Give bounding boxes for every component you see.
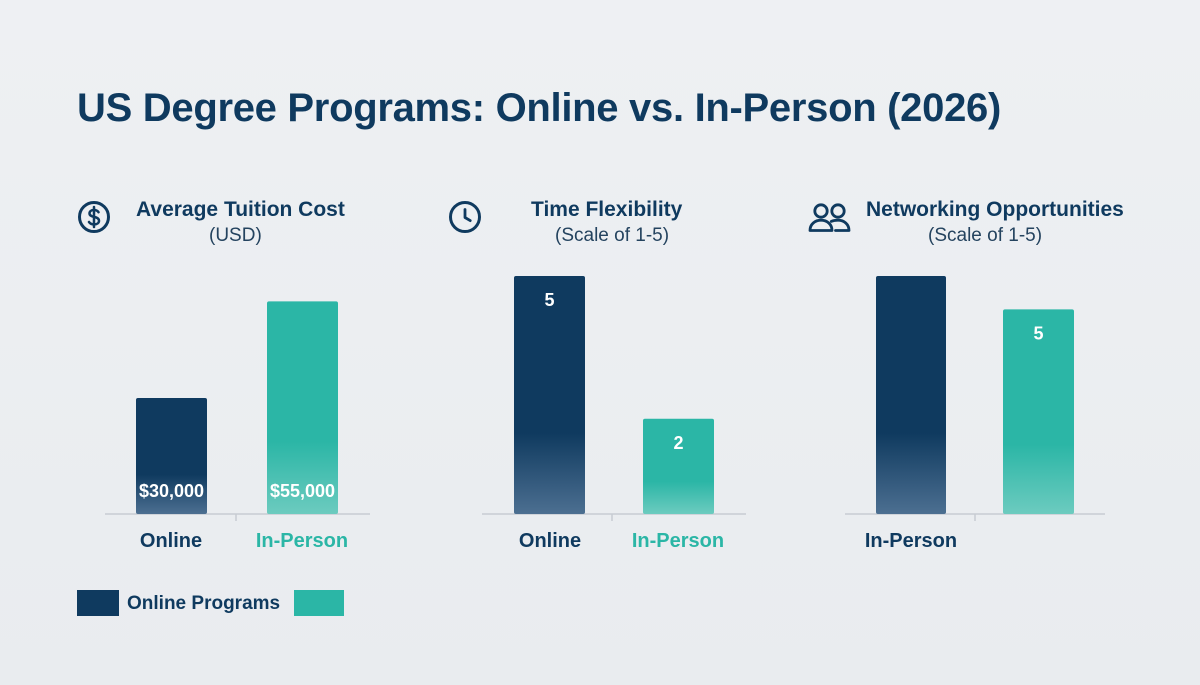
flexibility-category-in-person: In-Person (631, 530, 725, 552)
page-title: US Degree Programs: Online vs. In-Person… (77, 86, 1001, 130)
panel-tuition-title: Average Tuition Cost (136, 198, 345, 221)
people-icon (808, 203, 851, 232)
panel-flexibility-title: Time Flexibility (531, 198, 683, 221)
chart-1-data-label-2: $55,000 (270, 481, 335, 501)
tuition-category-in-person: In-Person (255, 530, 349, 552)
chart-3-bar-2 (1003, 309, 1074, 514)
panel-flexibility-header: Time Flexibility (Scale of 1-5) (447, 196, 747, 256)
clock-icon (449, 201, 481, 233)
panel-networking-header: Networking Opportunities (Scale of 1-5) (807, 196, 1137, 256)
chart-2-data-label-1: 5 (544, 290, 554, 310)
chart-1-data-label-1: $30,000 (139, 481, 204, 501)
chart-1-bar-1 (136, 398, 207, 514)
chart-3-data-label-2: 5 (1033, 323, 1043, 343)
panel-networking-subtitle: (Scale of 1-5) (928, 225, 1043, 246)
panel-tuition-header: Average Tuition Cost (USD) (77, 196, 377, 256)
panel-flexibility-subtitle: (Scale of 1-5) (555, 225, 670, 246)
dollar-icon (78, 201, 110, 233)
chart-2-bar-2 (643, 418, 714, 514)
legend-online-swatch (77, 590, 119, 616)
chart-2-data-label-2: 2 (673, 433, 683, 453)
chart-1-bar-2 (267, 301, 338, 514)
panel-networking-title: Networking Opportunities (866, 198, 1124, 221)
networking-category-in-person: In-Person (864, 530, 958, 552)
chart-3-bar-1 (876, 276, 946, 514)
panel-tuition-subtitle: (USD) (209, 225, 262, 246)
legend-online-label: Online Programs (127, 593, 281, 614)
legend-in-person-swatch (294, 590, 344, 616)
tuition-category-online: Online (139, 530, 203, 552)
flexibility-category-online: Online (518, 530, 582, 552)
chart-2-bar-1 (514, 276, 585, 514)
